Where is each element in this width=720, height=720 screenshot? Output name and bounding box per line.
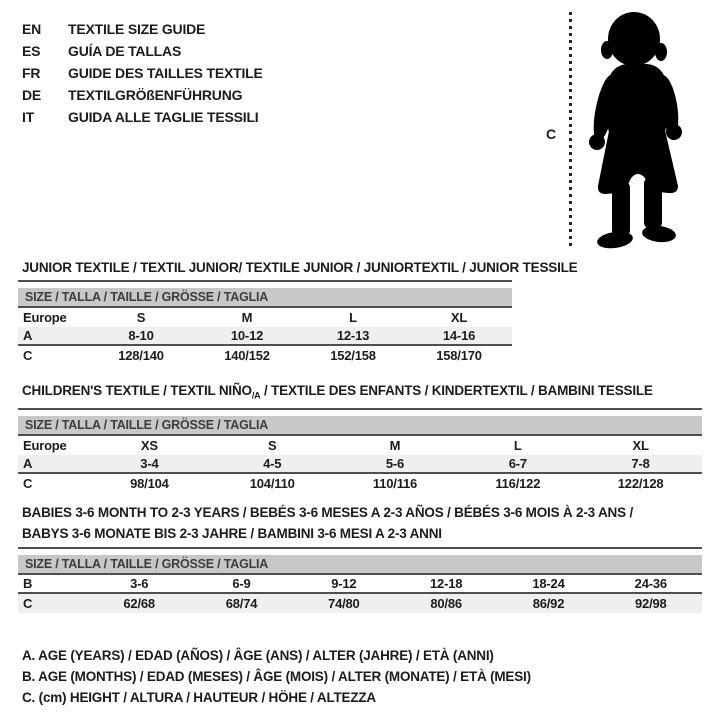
age-cell: 8-10	[128, 328, 154, 343]
height-cell: 116/122	[495, 475, 541, 491]
section-title-line2: BABYS 3-6 MONATE BIS 2-3 JAHRE / BAMBINI…	[22, 526, 442, 541]
section-title: BABIES 3-6 MONTH TO 2-3 YEARS / BEBÉS 3-…	[18, 502, 702, 544]
row-label: C	[23, 475, 33, 491]
language-code: EN	[22, 21, 42, 37]
age-cell: 12-18	[430, 576, 463, 591]
row-label: A	[23, 455, 33, 471]
section-title-line1: BABIES 3-6 MONTH TO 2-3 YEARS / BEBÉS 3-…	[22, 505, 633, 520]
divider	[18, 407, 702, 410]
note-height-cm: C. (cm) HEIGHT / ALTURA / HAUTEUR / HÖHE…	[22, 690, 376, 705]
section-babies-textile: BABIES 3-6 MONTH TO 2-3 YEARS / BEBÉS 3-…	[18, 502, 702, 613]
divider	[18, 547, 702, 549]
row-label: C	[23, 348, 33, 363]
height-cell: 140/152	[224, 348, 270, 363]
age-cell: 14-16	[442, 328, 476, 343]
height-cell: 92/98	[635, 596, 667, 611]
size-cell: M	[389, 437, 401, 453]
row-label: C	[23, 596, 33, 611]
section-title-part: / TEXTILE DES ENFANTS / KINDERTEXTIL / B…	[260, 383, 653, 398]
table-row: C 62/68 68/74 74/80 80/86 86/92 92/98	[18, 594, 702, 613]
language-title: GUÍA DE TALLAS	[68, 43, 182, 59]
section-title-subscript: /A	[251, 390, 261, 401]
language-row-es: ES GUÍA DE TALLAS	[22, 40, 263, 62]
height-cell: 128/140	[118, 348, 164, 363]
height-cell: 68/74	[225, 596, 258, 611]
height-cell: 98/104	[130, 475, 169, 491]
language-code: IT	[22, 109, 35, 125]
size-cell: L	[349, 310, 357, 325]
row-label: B	[23, 576, 33, 591]
size-cell: L	[513, 437, 522, 453]
language-list: EN TEXTILE SIZE GUIDE ES GUÍA DE TALLAS …	[22, 18, 263, 128]
language-title: GUIDA ALLE TAGLIE TESSILI	[68, 109, 259, 125]
height-measure-label: C	[546, 126, 557, 142]
age-cell: 4-5	[263, 455, 282, 471]
height-cell: 86/92	[532, 596, 565, 611]
age-cell: 18-24	[532, 576, 565, 591]
row-label: Europe	[23, 437, 67, 453]
height-cell: 80/86	[430, 596, 462, 611]
height-cell: 152/158	[330, 348, 376, 363]
age-cell: 10-12	[230, 328, 264, 343]
toddler-silhouette-image	[589, 12, 682, 249]
size-header-bar: SIZE / TALLA / TAILLE / GRÖSSE / TAGLIA	[18, 555, 702, 575]
size-cell: S	[136, 310, 146, 325]
age-cell: 7-8	[631, 455, 650, 471]
language-row-fr: FR GUIDE DES TAILLES TEXTILE	[22, 62, 263, 84]
size-cell: M	[241, 310, 253, 325]
age-cell: 24-36	[634, 576, 667, 591]
language-row-it: IT GUIDA ALLE TAGLIE TESSILI	[22, 106, 263, 128]
note-age-months: B. AGE (MONTHS) / EDAD (MESES) / ÂGE (MO…	[22, 669, 531, 684]
height-measure-dotted-line	[569, 12, 572, 250]
size-cell: XL	[450, 310, 468, 325]
language-code: DE	[22, 87, 42, 103]
language-row-en: EN TEXTILE SIZE GUIDE	[22, 18, 263, 40]
table-row: Europe XS S M L XL	[18, 436, 702, 455]
height-cell: 74/80	[328, 596, 360, 611]
language-title: GUIDE DES TAILLES TEXTILE	[68, 65, 263, 81]
height-cell: 104/110	[249, 475, 295, 491]
table-row: Europe S M L XL	[18, 308, 512, 327]
table-row: C 98/104 104/110 110/116 116/122 122/128	[18, 474, 702, 493]
note-age-years: A. AGE (YEARS) / EDAD (AÑOS) / ÂGE (ANS)…	[22, 648, 494, 663]
height-cell: 62/68	[123, 596, 155, 611]
age-cell: 6-9	[232, 576, 251, 591]
height-cell: 158/170	[436, 348, 482, 363]
section-children-textile: CHILDREN'S TEXTILE / TEXTIL NIÑO/A / TEX…	[18, 383, 702, 493]
row-label: A	[23, 328, 33, 343]
height-cell: 110/116	[372, 475, 418, 491]
size-cell: XL	[632, 437, 649, 453]
age-cell: 3-4	[140, 455, 159, 471]
language-title: TEXTILE SIZE GUIDE	[68, 21, 206, 37]
section-title: CHILDREN'S TEXTILE / TEXTIL NIÑO/A / TEX…	[18, 383, 702, 404]
legend-notes: A. AGE (YEARS) / EDAD (AÑOS) / ÂGE (ANS)…	[22, 645, 531, 708]
language-code: FR	[22, 65, 41, 81]
table-row: A 3-4 4-5 5-6 6-7 7-8	[18, 454, 702, 474]
age-cell: 3-6	[130, 576, 149, 591]
row-label: Europe	[23, 310, 67, 325]
table-row: A 8-10 10-12 12-13 14-16	[18, 327, 512, 346]
age-cell: 6-7	[508, 455, 527, 471]
divider	[18, 280, 512, 282]
size-cell: S	[267, 437, 277, 453]
size-cell: XS	[140, 437, 158, 453]
size-header-bar: SIZE / TALLA / TAILLE / GRÖSSE / TAGLIA	[18, 415, 702, 436]
section-title-part: CHILDREN'S TEXTILE / TEXTIL NIÑO	[22, 383, 252, 398]
table-row: C 128/140 140/152 152/158 158/170	[18, 346, 512, 365]
age-cell: 9-12	[331, 576, 357, 591]
age-cell: 12-13	[336, 328, 370, 343]
language-row-de: DE TEXTILGRÖßENFÜHRUNG	[22, 84, 263, 106]
height-cell: 122/128	[617, 475, 664, 491]
section-junior-textile: JUNIOR TEXTILE / TEXTIL JUNIOR/ TEXTILE …	[18, 260, 578, 365]
table-row: B 3-6 6-9 9-12 12-18 18-24 24-36	[18, 575, 702, 594]
size-header-bar: SIZE / TALLA / TAILLE / GRÖSSE / TAGLIA	[18, 288, 512, 308]
language-title: TEXTILGRÖßENFÜHRUNG	[68, 87, 243, 103]
section-title: JUNIOR TEXTILE / TEXTIL JUNIOR/ TEXTILE …	[22, 260, 578, 275]
age-cell: 5-6	[385, 455, 405, 471]
language-code: ES	[22, 43, 41, 59]
